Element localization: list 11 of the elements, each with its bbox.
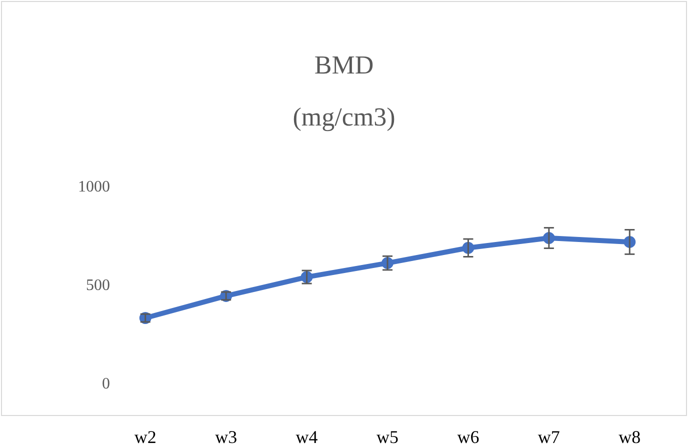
chart-title: BMD (mg/cm3) xyxy=(292,50,396,132)
y-tick-label: 500 xyxy=(86,277,110,294)
x-tick-label: w5 xyxy=(376,427,398,447)
x-tick-label: w4 xyxy=(296,427,318,447)
x-tick-label: w3 xyxy=(215,427,238,447)
y-tick-label: 1000 xyxy=(78,178,110,196)
y-tick-label: 0 xyxy=(102,376,110,392)
x-tick-label: w8 xyxy=(618,427,641,447)
x-tick-label: w7 xyxy=(538,427,560,447)
x-tick-label: w6 xyxy=(457,427,480,447)
x-tick-label: w2 xyxy=(134,427,156,447)
